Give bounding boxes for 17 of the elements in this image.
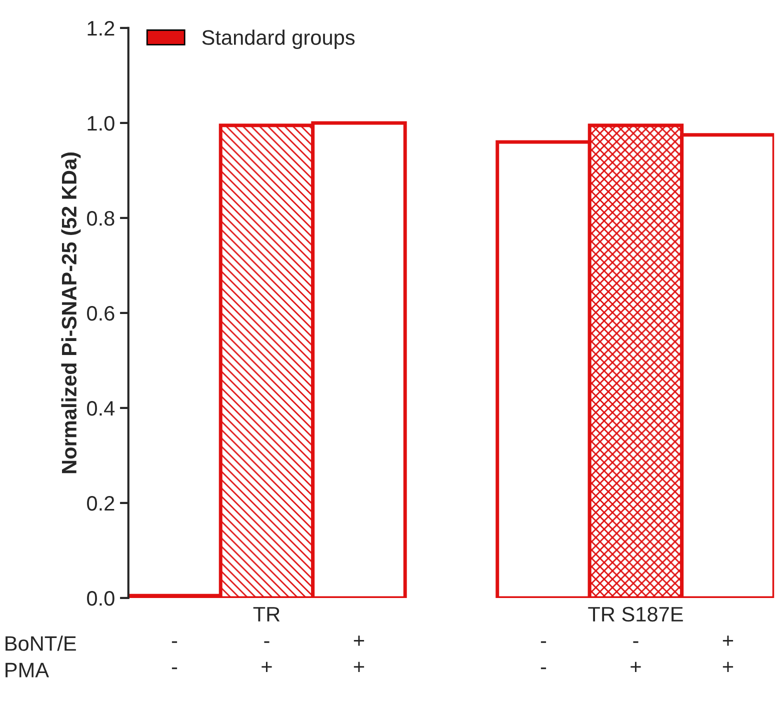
x-tick-label: + + — [354, 636, 364, 672]
y-tick-label: 0.2 — [87, 496, 114, 511]
text: BoNT/E — [6, 636, 76, 651]
y-tick-label: 0.8 — [87, 210, 114, 226]
x-tick-label: + + — [722, 636, 734, 672]
y-tick-label: 1.0 — [88, 116, 114, 131]
x-tick-label: TR S187E - + — [588, 606, 683, 672]
y-tick-label: 0.6 — [87, 306, 114, 321]
y-tick-label: 0.4 — [87, 400, 115, 416]
x-tick-label: TR - + — [253, 607, 280, 672]
text: PMA — [6, 662, 49, 678]
y-tick-label: 0.0 — [87, 590, 114, 606]
x-tick-label: - - — [172, 641, 178, 670]
y-tick-label: 1.2 — [88, 20, 114, 36]
y-axis-title: Normalized Pi-SNAP-25 (52 KDa) — [61, 152, 81, 474]
legend-label: Standard groups — [202, 30, 355, 50]
x-tick-label: - - — [540, 641, 546, 670]
